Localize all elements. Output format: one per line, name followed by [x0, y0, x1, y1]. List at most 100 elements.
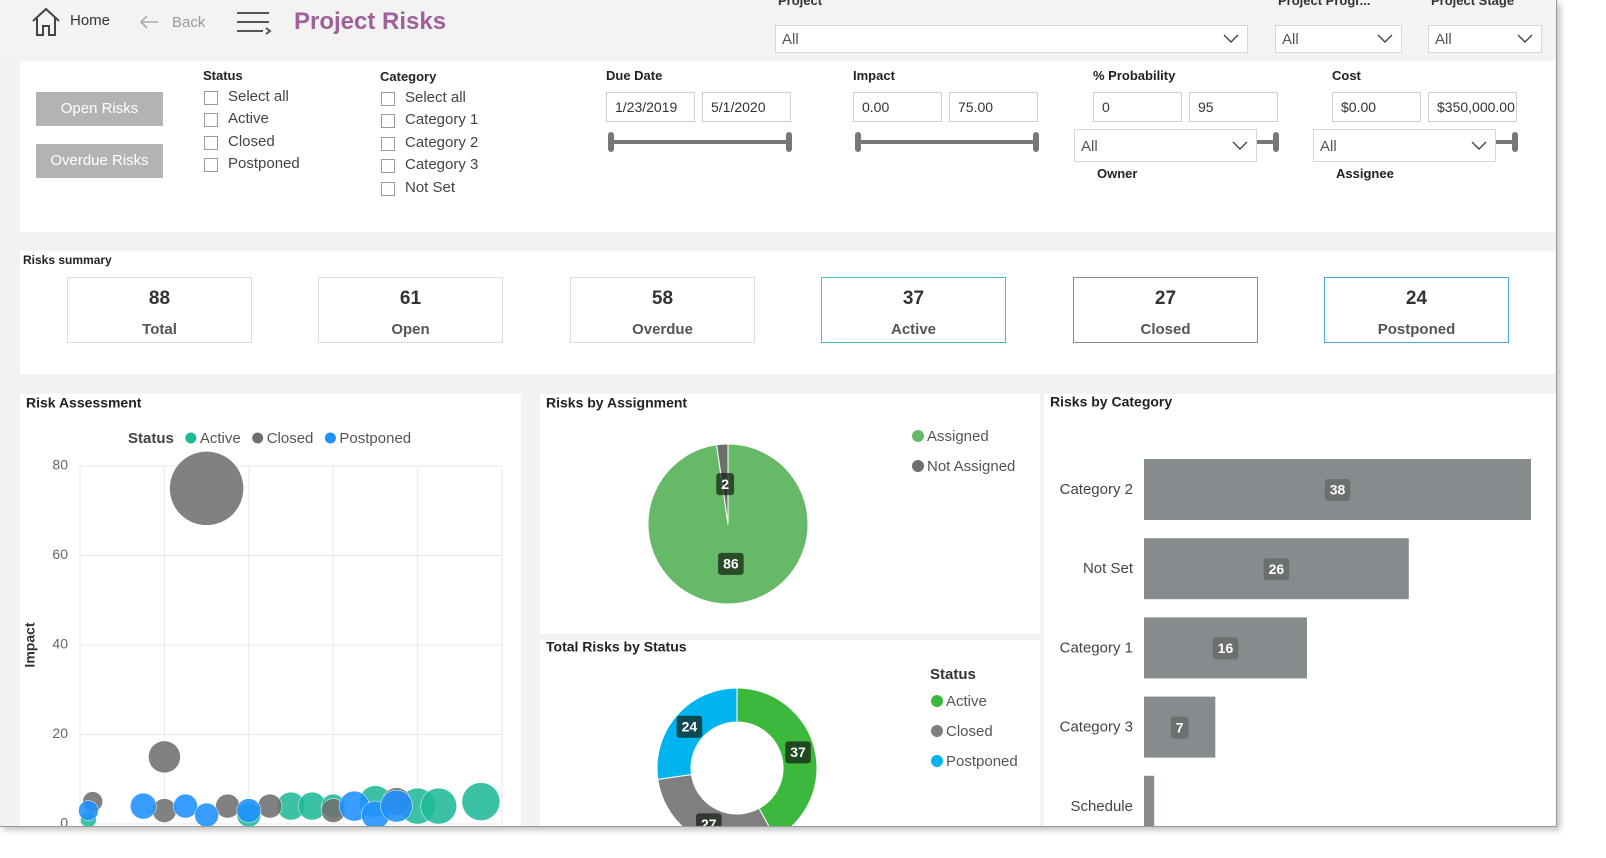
y-tick-label: 0 — [60, 815, 68, 826]
data-label-bg — [785, 741, 811, 764]
range-to[interactable]: $350,000.00 — [1428, 92, 1517, 122]
range-from[interactable]: $0.00 — [1332, 92, 1421, 122]
range-to[interactable]: 75.00 — [949, 92, 1038, 122]
legend-label: Active — [200, 430, 241, 447]
range-slider[interactable] — [608, 131, 792, 153]
chart: Risks by Category Category 2 38 Not Set 26 Ca… — [1050, 394, 1531, 826]
data-label-bg — [1324, 479, 1351, 501]
menu-icon[interactable] — [236, 10, 272, 36]
data-label: 16 — [1218, 640, 1234, 656]
summary-panel: Risks summary 88 Total 61 Open 58 Overdue 37 Act… — [20, 251, 1555, 374]
data-label: 38 — [1330, 482, 1346, 498]
pie-slice — [736, 687, 818, 826]
range-to[interactable]: 5/1/2020 — [702, 92, 791, 122]
filter-label: % Probability — [1093, 68, 1176, 83]
filter-label: Project Progr... — [1278, 0, 1371, 8]
y-tick-label: 20 — [52, 725, 68, 741]
back-link[interactable]: Back — [172, 14, 206, 31]
home-icon[interactable] — [30, 6, 62, 38]
range-from[interactable]: 0 — [1093, 92, 1182, 122]
data-label: 24 — [682, 718, 698, 734]
chart: Total Risks by Status 37 27 24 Status Active C… — [546, 640, 1018, 826]
button[interactable]: Overdue Risks — [36, 144, 163, 178]
filter-label: Impact — [853, 68, 895, 83]
range-from[interactable]: 0.00 — [853, 92, 942, 122]
card-value: 88 — [148, 288, 171, 309]
data-label-bg — [1170, 716, 1189, 739]
slicer-item-label: Closed — [228, 132, 275, 150]
data-label: 7 — [1176, 719, 1184, 735]
slicer-item-label: Category 2 — [405, 133, 479, 151]
risk-assessment-panel: Risk Assessment 0 20 40 60 80 Impact Status Acti… — [20, 394, 521, 826]
dropdown[interactable]: All — [1428, 25, 1542, 53]
pie-slice — [657, 773, 770, 826]
slicer-item-label: Category 1 — [405, 111, 479, 129]
dropdown-value: All — [1435, 31, 1452, 48]
slicer-list: Select all Active Closed Postponed — [203, 87, 363, 177]
checkbox[interactable] — [381, 92, 395, 106]
checkbox[interactable] — [204, 91, 218, 105]
checkbox[interactable] — [381, 114, 395, 129]
data-label-bg — [676, 715, 703, 738]
y-tick-label: Category 1 — [1060, 639, 1133, 656]
chart: Risks by Assignment 86 2 Assigned Not Assign… — [546, 395, 1015, 605]
data-label: 2 — [721, 476, 729, 492]
filter-label: Due Date — [606, 68, 663, 83]
back-icon[interactable] — [138, 12, 162, 32]
card-label: Postponed — [1377, 321, 1456, 338]
dropdown[interactable]: All — [775, 25, 1248, 53]
y-tick-label: Not Set — [1083, 560, 1134, 577]
chevron — [1223, 34, 1239, 43]
card-value: 61 — [399, 288, 422, 309]
checkbox[interactable] — [381, 136, 395, 151]
app-window: Home Back Project Risks Open Risks Overdu… — [0, 0, 1557, 827]
chart: Risk Assessment 0 20 40 60 80 Impact Status Acti… — [22, 395, 503, 826]
scatter-point — [78, 800, 99, 821]
slicer-item-label: Active — [228, 110, 269, 128]
checkbox[interactable] — [381, 159, 395, 174]
card-label: Overdue — [632, 321, 693, 338]
data-label-bg — [1263, 558, 1290, 581]
slicer-item-label: Select all — [405, 89, 466, 106]
range-to[interactable]: 95 — [1189, 92, 1278, 122]
y-tick-label: Schedule — [1070, 798, 1133, 815]
card-value: 24 — [1405, 288, 1428, 309]
card-label: Active — [890, 321, 937, 338]
assignment-panel: Risks by Assignment 86 2 Assigned Not Assign… — [540, 394, 1040, 634]
slicer-item-label: Postponed — [228, 155, 300, 173]
legend-label: Closed — [267, 430, 314, 447]
chevron — [1471, 141, 1487, 150]
filter-label: Project Stage — [1431, 0, 1515, 8]
legend-label: Not Assigned — [927, 458, 1015, 475]
slicer-list: Select all Category 1 Category 2 Category 3… — [380, 88, 540, 196]
dropdown[interactable]: All — [1313, 129, 1496, 162]
card-value: 58 — [651, 288, 674, 309]
filter-label: Owner — [1097, 166, 1138, 181]
slicer-title: Status — [203, 68, 243, 83]
range-from[interactable]: 1/23/2019 — [606, 92, 695, 122]
chart-title: Risk Assessment — [26, 395, 142, 411]
checkbox[interactable] — [381, 181, 395, 196]
data-label: 26 — [1269, 561, 1285, 577]
data-label: 86 — [723, 556, 739, 572]
dropdown[interactable]: All — [1074, 129, 1257, 162]
category-panel: Risks by Category Category 2 38 Not Set 26 Ca… — [1044, 394, 1556, 826]
home-link[interactable]: Home — [70, 12, 111, 29]
chart-title: Risks by Assignment — [546, 395, 687, 411]
legend-label: Assigned — [927, 428, 989, 445]
y-tick-label: Category 3 — [1060, 719, 1133, 736]
y-tick-label: 80 — [52, 457, 68, 473]
filter-label: Cost — [1332, 68, 1361, 83]
legend-label: Postponed — [339, 430, 411, 447]
button[interactable]: Open Risks — [36, 92, 163, 126]
checkbox[interactable] — [204, 113, 218, 128]
range-slider[interactable] — [855, 131, 1039, 153]
slider-track[interactable] — [608, 131, 792, 153]
summary-card — [67, 277, 252, 343]
slider-track[interactable] — [855, 131, 1039, 153]
chevron — [1517, 34, 1533, 43]
legend-marker — [252, 432, 264, 444]
dropdown[interactable]: All — [1275, 25, 1402, 53]
checkbox[interactable] — [204, 158, 218, 173]
checkbox[interactable] — [204, 135, 218, 150]
